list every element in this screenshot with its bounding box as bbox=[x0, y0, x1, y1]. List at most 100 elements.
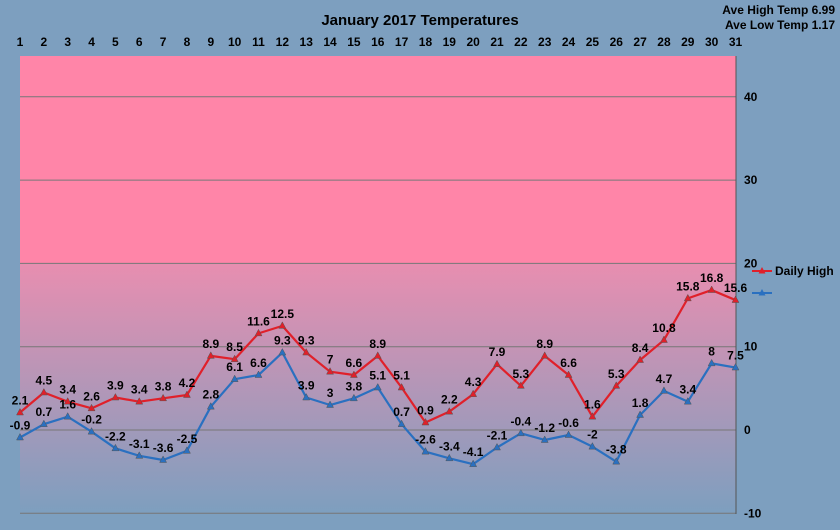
daily-low-value-label: -3.1 bbox=[129, 437, 150, 451]
daily-low-value-label: 4.7 bbox=[656, 372, 673, 386]
daily-low-value-label: -2.2 bbox=[105, 429, 126, 443]
daily-high-point bbox=[206, 351, 215, 359]
daily-high-value-label: 2.6 bbox=[83, 389, 100, 403]
daily-high-point bbox=[683, 293, 692, 302]
x-tick-label: 23 bbox=[538, 35, 552, 49]
daily-low-point bbox=[230, 374, 239, 382]
daily-high-value-label: 1.6 bbox=[584, 398, 601, 412]
daily-high-value-label: 15.6 bbox=[724, 281, 748, 295]
daily-high-value-label: 8.9 bbox=[536, 337, 553, 351]
daily-high-point bbox=[731, 295, 740, 303]
daily-low-value-label: 1.6 bbox=[59, 398, 76, 412]
daily-low-point bbox=[326, 400, 334, 408]
x-tick-label: 17 bbox=[395, 35, 409, 49]
daily-high-point bbox=[516, 381, 525, 389]
daily-high-point bbox=[302, 348, 311, 356]
daily-high-value-label: 8.9 bbox=[202, 337, 219, 351]
daily-high-point bbox=[39, 387, 48, 396]
daily-low-value-label: 3.8 bbox=[346, 379, 363, 393]
daily-low-point bbox=[349, 393, 358, 402]
daily-low-point bbox=[469, 459, 478, 467]
daily-low-point bbox=[636, 410, 645, 418]
daily-low-value-label: 3.9 bbox=[298, 379, 315, 393]
daily-high-point bbox=[564, 370, 573, 378]
daily-high-point bbox=[469, 389, 478, 397]
daily-high-value-label: 8.9 bbox=[369, 337, 386, 351]
daily-high-point bbox=[87, 403, 96, 412]
daily-low-point bbox=[397, 419, 406, 427]
daily-high-point bbox=[588, 412, 597, 420]
legend-low-marker bbox=[758, 289, 766, 296]
daily-low-point bbox=[683, 397, 692, 405]
y-tick-label: 0 bbox=[744, 423, 751, 437]
x-tick-label: 28 bbox=[657, 35, 671, 49]
daily-high-value-label: 5.1 bbox=[393, 369, 410, 383]
x-tick-label: 9 bbox=[207, 35, 214, 49]
daily-high-point bbox=[63, 397, 72, 405]
daily-low-point bbox=[87, 427, 96, 435]
daily-high-value-label: 4.5 bbox=[36, 374, 53, 388]
daily-high-point bbox=[183, 390, 191, 398]
x-tick-label: 22 bbox=[514, 35, 528, 49]
daily-low-value-label: 8 bbox=[708, 344, 715, 358]
daily-low-value-label: 6.6 bbox=[250, 356, 267, 370]
daily-low-value-label: -3.8 bbox=[606, 443, 627, 457]
x-tick-label: 13 bbox=[300, 35, 314, 49]
x-tick-label: 19 bbox=[443, 35, 457, 49]
x-tick-label: 31 bbox=[729, 35, 743, 49]
daily-high-point bbox=[397, 382, 406, 391]
daily-high-value-label: 9.3 bbox=[298, 334, 315, 348]
daily-high-point bbox=[660, 335, 668, 343]
daily-high-point bbox=[612, 381, 621, 389]
data-labels-layer: 2.14.53.4 2.63.9 3.4 3.8 4.28.9 8.511.612.59.… bbox=[10, 271, 748, 459]
daily-low-point bbox=[588, 442, 597, 450]
daily-high-value-label: 4.2 bbox=[179, 376, 196, 390]
daily-low-value-label: 3.4 bbox=[679, 383, 696, 397]
x-tick-label: 24 bbox=[562, 35, 576, 49]
x-tick-label: 10 bbox=[228, 35, 242, 49]
daily-low-point bbox=[540, 435, 549, 443]
daily-low-point bbox=[16, 432, 24, 441]
y-axis-ticks: -10 0 10 20 30 40 bbox=[744, 90, 762, 520]
daily-high-value-label: 2.2 bbox=[441, 393, 458, 407]
daily-low-point bbox=[159, 455, 168, 463]
daily-high-value-label: 3.4 bbox=[131, 383, 148, 397]
daily-low-point bbox=[660, 386, 668, 394]
daily-high-point bbox=[421, 417, 430, 426]
daily-low-point bbox=[254, 370, 263, 378]
daily-low-value-label: 9.3 bbox=[274, 334, 291, 348]
daily-high-value-label: 5.3 bbox=[513, 367, 530, 381]
daily-low-point bbox=[135, 451, 144, 459]
x-tick-label: 14 bbox=[323, 35, 337, 49]
daily-low-point bbox=[278, 348, 287, 356]
daily-low-value-label: -1.2 bbox=[534, 421, 555, 435]
y-tick-label: 10 bbox=[744, 340, 758, 354]
series-layer bbox=[16, 285, 740, 467]
x-tick-label: 25 bbox=[586, 35, 600, 49]
daily-low-value-label: -4.1 bbox=[463, 445, 484, 459]
daily-high-point bbox=[349, 370, 358, 378]
daily-low-point bbox=[373, 382, 382, 391]
daily-high-point bbox=[445, 407, 454, 415]
daily-low-point bbox=[445, 453, 454, 462]
x-tick-label: 18 bbox=[419, 35, 433, 49]
y-tick-label: 30 bbox=[744, 173, 758, 187]
daily-high-point bbox=[540, 351, 549, 359]
daily-low-value-label: 0.7 bbox=[36, 405, 53, 419]
gridlines bbox=[20, 96, 736, 514]
daily-low-point bbox=[302, 392, 311, 401]
x-tick-label: 8 bbox=[184, 35, 191, 49]
daily-low-value-label: -0.4 bbox=[511, 414, 532, 428]
daily-low-point bbox=[564, 430, 573, 438]
x-tick-label: 27 bbox=[633, 35, 647, 49]
daily-high-point bbox=[707, 285, 716, 293]
daily-high-point bbox=[278, 321, 287, 329]
daily-high-value-label: 16.8 bbox=[700, 271, 724, 285]
daily-low-point bbox=[612, 457, 621, 465]
daily-high-value-label: 6.6 bbox=[560, 356, 577, 370]
daily-high-point bbox=[230, 354, 239, 362]
x-tick-label: 30 bbox=[705, 35, 719, 49]
daily-low-value-label: -0.2 bbox=[81, 413, 102, 427]
daily-low-value-label: 1.8 bbox=[632, 396, 649, 410]
daily-low-point bbox=[63, 412, 72, 420]
